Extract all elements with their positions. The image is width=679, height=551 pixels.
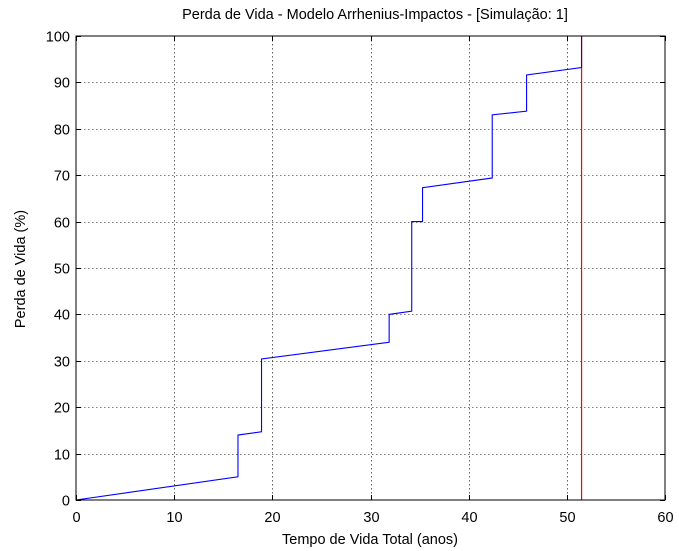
y-tick-label: 70	[54, 169, 70, 185]
x-tick-label: 30	[363, 510, 379, 526]
y-tick-labels: 0 10 20 30 40 50 60 70 80 90 100	[46, 30, 70, 510]
x-tick-label: 50	[559, 510, 575, 526]
plot-border	[75, 35, 666, 501]
loss-of-life-series-line	[75, 36, 583, 501]
plot-area	[76, 36, 665, 500]
y-tick-label: 30	[54, 355, 70, 371]
y-tick-label: 100	[46, 30, 70, 46]
x-tick-label: 0	[72, 510, 80, 526]
x-tick-label: 40	[461, 510, 477, 526]
y-tick-label: 20	[54, 401, 70, 417]
axis-ticks	[76, 36, 666, 501]
series-layer	[75, 36, 583, 501]
y-axis-label: Perda de Vida (%)	[13, 210, 29, 328]
y-tick-label: 0	[62, 494, 70, 510]
y-tick-label: 80	[54, 123, 70, 139]
x-tick-label: 60	[657, 510, 673, 526]
x-tick-label: 10	[166, 510, 182, 526]
y-tick-label: 40	[54, 308, 70, 324]
y-tick-label: 10	[54, 448, 70, 464]
x-tick-labels: 0 10 20 30 40 50 60	[72, 510, 673, 526]
grid	[76, 36, 665, 500]
y-tick-label: 60	[54, 216, 70, 232]
x-tick-label: 20	[264, 510, 280, 526]
x-axis-label: Tempo de Vida Total (anos)	[282, 532, 458, 548]
y-tick-label: 50	[54, 262, 70, 278]
y-tick-label: 90	[54, 76, 70, 92]
chart-title: Perda de Vida - Modelo Arrhenius-Impacto…	[182, 7, 568, 23]
